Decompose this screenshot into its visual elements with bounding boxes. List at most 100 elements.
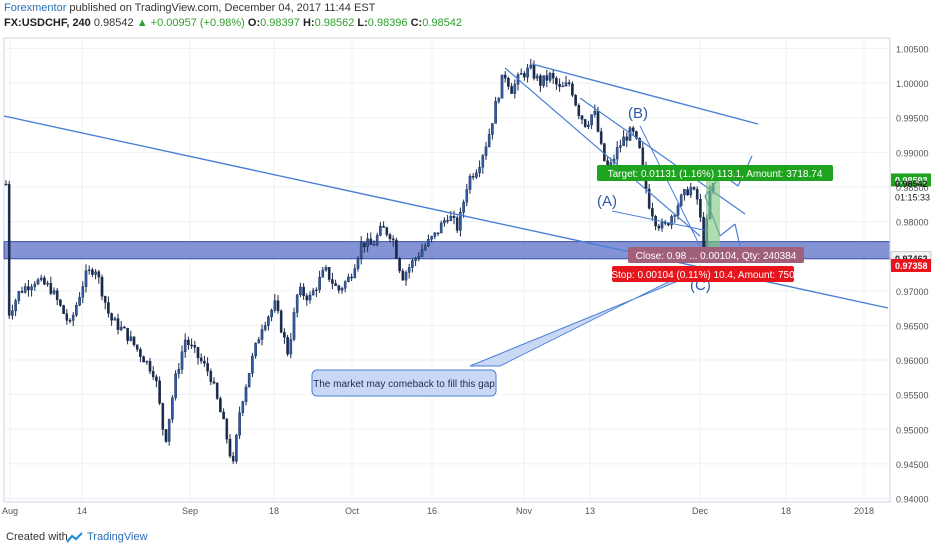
candle-up	[561, 85, 565, 88]
candle-down	[286, 336, 289, 355]
price-tick-label: 0.98500	[896, 183, 929, 193]
candle-up	[84, 270, 88, 287]
candle-down	[116, 318, 120, 330]
candle-up	[491, 123, 494, 135]
price-tag-stop[interactable]	[891, 258, 931, 272]
tradingview-logo-icon	[66, 532, 83, 543]
proj-arrow-down-3[interactable]	[734, 223, 741, 247]
candle-down	[395, 239, 398, 259]
author-link[interactable]: Forexmentor	[4, 2, 67, 14]
candle-down	[398, 258, 401, 272]
candle-up	[129, 336, 133, 341]
candle-up	[36, 279, 40, 285]
candle-up	[343, 281, 347, 289]
candle-down	[523, 73, 526, 78]
time-tick-label: 16	[427, 506, 437, 516]
price-tick-label: 1.00000	[896, 79, 929, 89]
price-tick-label: 1.00500	[896, 44, 929, 54]
target-area	[706, 180, 720, 259]
price-chart[interactable]: (B)(A)(C)Target: 0.01131 (1.16%) 113.1, …	[0, 36, 932, 528]
proj-arrow-down-2[interactable]	[719, 223, 736, 237]
candle-up	[183, 339, 187, 352]
candle-down	[571, 83, 574, 96]
candle-up	[81, 286, 85, 298]
candle-down	[100, 276, 104, 297]
wedge-line-d[interactable]	[611, 210, 709, 232]
candle-up	[23, 286, 27, 293]
candle-up	[299, 286, 302, 296]
upper-channel-line[interactable]	[531, 63, 759, 125]
candle-up	[439, 222, 443, 234]
candle-down	[283, 332, 286, 338]
candle-up	[359, 242, 363, 259]
price-tick-label: 0.94500	[896, 460, 929, 470]
close-value: 0.98542	[422, 17, 462, 29]
candle-up	[270, 309, 273, 318]
symbol-label[interactable]: FX:USDCHF, 240	[4, 17, 91, 29]
candle-down	[276, 300, 280, 312]
candle-down	[699, 199, 702, 218]
wedge-line-c[interactable]	[639, 125, 701, 247]
candle-up	[353, 268, 357, 279]
candle-up	[113, 318, 117, 321]
time-axis[interactable]: Aug 14 Sep 18 Oct 16 Nov 13 Dec 18 2018	[2, 506, 874, 516]
candle-down	[436, 232, 440, 234]
target-box[interactable]	[597, 165, 833, 181]
tradingview-brand-link[interactable]: TradingView	[87, 531, 148, 543]
candle-up	[273, 300, 277, 311]
candle-down	[212, 381, 216, 384]
candle-down	[228, 438, 232, 457]
candle-down	[327, 267, 331, 280]
candle-up	[75, 305, 78, 316]
chart-area[interactable]: (B) (A) (C) Target: 0.01131 (1.16%) 113.1, …	[0, 36, 932, 528]
time-tick-label: Oct	[345, 506, 360, 516]
price-axis[interactable]: 1.00500 1.00000 0.99500 0.99000 0.98500 0.980…	[889, 38, 932, 505]
candle-down	[385, 227, 389, 235]
price-tick-label: 0.97000	[896, 287, 929, 297]
candle-down	[158, 380, 161, 404]
candle-up	[308, 294, 312, 301]
candle-down	[68, 320, 72, 322]
price-tag-target[interactable]	[891, 173, 931, 187]
candle-up	[347, 276, 350, 282]
annotations[interactable]: (B)(A)(C)Target: 0.01131 (1.16%) 113.1, …	[311, 105, 833, 397]
time-tick-label: 18	[781, 506, 791, 516]
candle-up	[689, 187, 693, 196]
candle-up	[468, 175, 472, 190]
candle-down	[382, 226, 385, 228]
candle-up	[247, 373, 251, 388]
candle-down	[225, 418, 229, 440]
price-tick-label: 0.95500	[896, 391, 929, 401]
close-box[interactable]	[628, 247, 804, 263]
candle-down	[702, 217, 705, 251]
candle-down	[65, 313, 69, 321]
candle-down	[446, 220, 449, 222]
candle-down	[155, 376, 158, 382]
candle-up	[404, 272, 408, 281]
candle-down	[539, 75, 542, 86]
candle-down	[20, 291, 24, 293]
price-tick-label: 0.99500	[896, 114, 929, 124]
time-tick-label: Dec	[692, 506, 709, 516]
candle-up	[87, 269, 91, 272]
candle-down	[647, 188, 651, 209]
candle-up	[311, 290, 315, 296]
time-tick-label: 14	[77, 506, 87, 516]
candle-up	[292, 312, 296, 340]
wedge-line-outer[interactable]	[504, 67, 701, 237]
candle-down	[62, 305, 65, 314]
callout-bubble[interactable]	[311, 369, 497, 397]
candle-down	[209, 370, 213, 383]
stop-box[interactable]	[612, 266, 794, 282]
candle-up	[174, 373, 177, 398]
candle-down	[206, 363, 209, 372]
candle-down	[91, 269, 94, 275]
candle-up	[171, 397, 174, 420]
close-label: C:	[410, 17, 423, 29]
candle-down	[331, 279, 334, 284]
candle-down	[132, 336, 136, 346]
publish-info: published on TradingView.com, December 0…	[69, 2, 376, 14]
candle-down	[599, 131, 603, 144]
candle-up	[167, 418, 171, 442]
symbol-line: FX:USDCHF, 240 0.98542 ▲ +0.00957 (+0.98…	[4, 17, 462, 29]
